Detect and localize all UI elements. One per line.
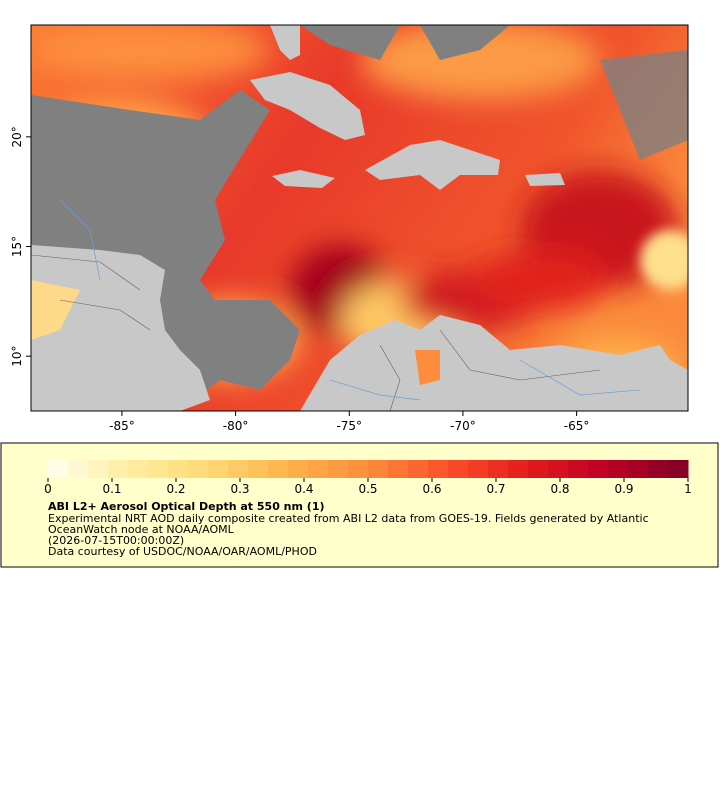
colorbar-tick-label: 0.9 bbox=[614, 482, 633, 496]
colorbar-step bbox=[68, 460, 89, 478]
colorbar-step bbox=[208, 460, 229, 478]
legend-title: ABI L2+ Aerosol Optical Depth at 550 nm … bbox=[48, 500, 325, 513]
colorbar-tick-label: 0.8 bbox=[550, 482, 569, 496]
x-tick-label: -75° bbox=[336, 419, 362, 433]
map-image bbox=[31, 25, 688, 411]
colorbar-step bbox=[108, 460, 129, 478]
colorbar-step bbox=[328, 460, 349, 478]
legend-line: (2026-07-15T00:00:00Z) bbox=[48, 534, 184, 547]
colorbar-tick-label: 0.1 bbox=[102, 482, 121, 496]
colorbar-step bbox=[188, 460, 209, 478]
colorbar-tick-label: 0.3 bbox=[230, 482, 249, 496]
colorbar-step bbox=[268, 460, 289, 478]
colorbar-step bbox=[468, 460, 489, 478]
y-tick-label: 10° bbox=[10, 346, 24, 367]
colorbar-step bbox=[608, 460, 629, 478]
map-axes: -85° -80° -75° -70° -65° 10° 15° 20° bbox=[10, 126, 589, 433]
colorbar-step bbox=[648, 460, 669, 478]
colorbar-step bbox=[668, 460, 689, 478]
y-tick-label: 20° bbox=[10, 126, 24, 147]
colorbar-step bbox=[488, 460, 509, 478]
colorbar-step bbox=[348, 460, 369, 478]
y-tick-label: 15° bbox=[10, 236, 24, 257]
colorbar-step bbox=[568, 460, 589, 478]
colorbar-step bbox=[548, 460, 569, 478]
colorbar-step bbox=[388, 460, 409, 478]
colorbar-step bbox=[88, 460, 109, 478]
colorbar-tick-label: 0 bbox=[44, 482, 52, 496]
colorbar-tick-label: 0.5 bbox=[358, 482, 377, 496]
colorbar-step bbox=[248, 460, 269, 478]
colorbar-step bbox=[508, 460, 529, 478]
colorbar-step bbox=[128, 460, 149, 478]
colorbar-tick-label: 0.6 bbox=[422, 482, 441, 496]
colorbar-step bbox=[588, 460, 609, 478]
colorbar-step bbox=[168, 460, 189, 478]
x-tick-label: -70° bbox=[450, 419, 476, 433]
map-frame bbox=[30, 24, 689, 412]
colorbar-step bbox=[148, 460, 169, 478]
x-tick-label: -65° bbox=[564, 419, 590, 433]
x-tick-label: -85° bbox=[109, 419, 135, 433]
colorbar-tick-label: 0.7 bbox=[486, 482, 505, 496]
colorbar-step bbox=[308, 460, 329, 478]
colorbar-tick-label: 0.2 bbox=[166, 482, 185, 496]
colorbar-step bbox=[48, 460, 69, 478]
legend-line: Data courtesy of USDOC/NOAA/OAR/AOML/PHO… bbox=[48, 545, 317, 558]
legend-line: Experimental NRT AOD daily composite cre… bbox=[48, 512, 649, 525]
x-tick-label: -80° bbox=[223, 419, 249, 433]
colorbar-tick-label: 1 bbox=[684, 482, 692, 496]
colorbar-step bbox=[428, 460, 449, 478]
legend-line: OceanWatch node at NOAA/AOML bbox=[48, 523, 235, 536]
colorbar-step bbox=[228, 460, 249, 478]
colorbar-step bbox=[528, 460, 549, 478]
colorbar-step bbox=[628, 460, 649, 478]
colorbar-step bbox=[368, 460, 389, 478]
colorbar-tick-label: 0.4 bbox=[294, 482, 313, 496]
colorbar-step bbox=[288, 460, 309, 478]
colorbar: 0 0.1 0.2 0.3 0.4 0.5 0.6 0.7 0.8 0.9 1 bbox=[44, 460, 692, 496]
colorbar-step bbox=[448, 460, 469, 478]
colorbar-step bbox=[408, 460, 429, 478]
